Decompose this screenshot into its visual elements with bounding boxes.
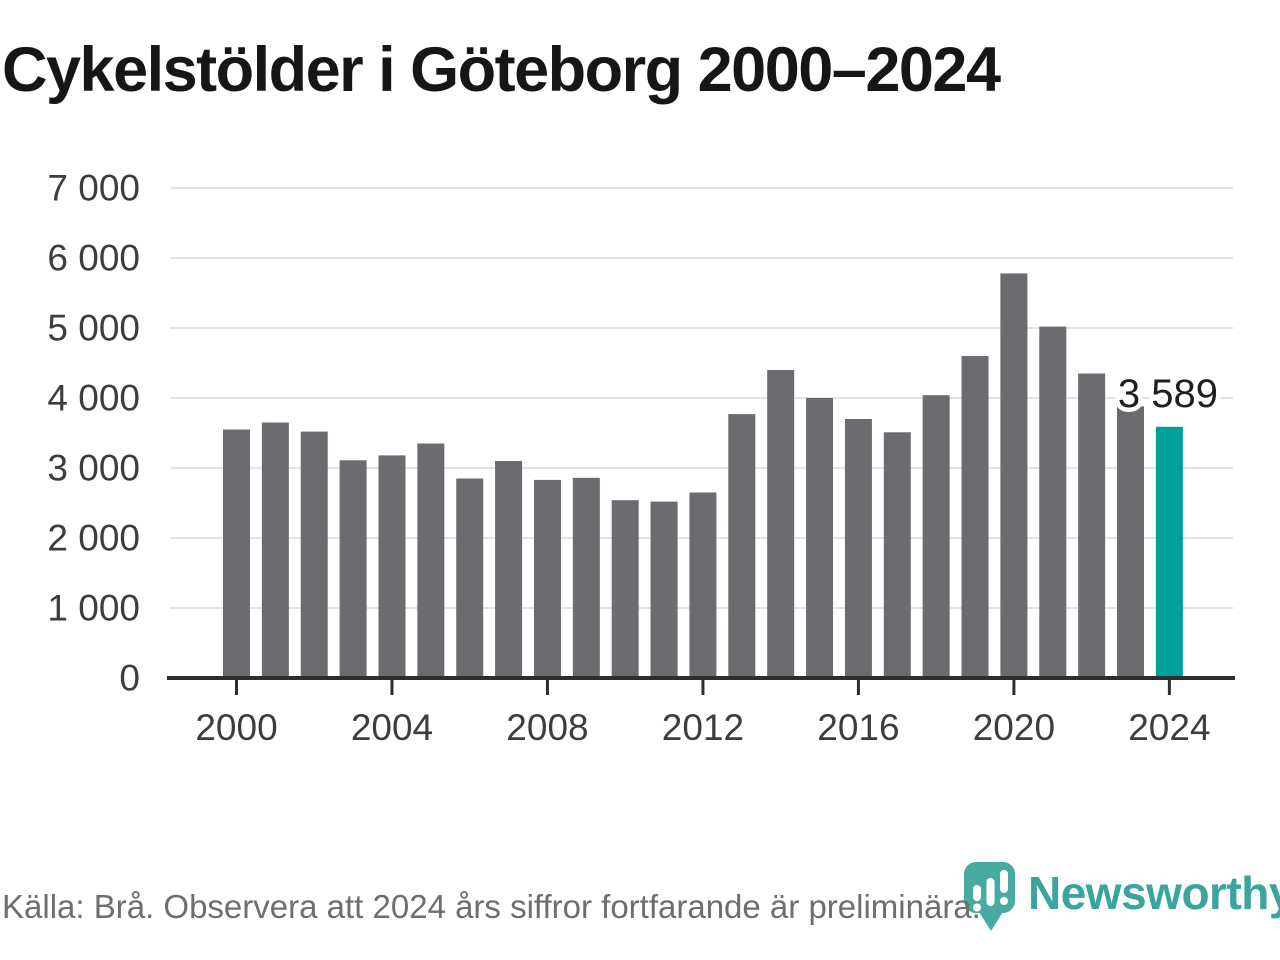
x-tick-label-2004: 2004 — [351, 707, 433, 748]
bar-2006 — [456, 478, 484, 678]
x-tick-label-2024: 2024 — [1128, 707, 1210, 748]
y-tick-label-2000: 2 000 — [47, 518, 140, 559]
y-tick-label-6000: 6 000 — [47, 238, 140, 279]
bar-2017 — [883, 432, 911, 678]
y-tick-label-1000: 1 000 — [47, 588, 140, 629]
value-label-2024: 3 589 — [1118, 372, 1218, 416]
bar-2019 — [961, 356, 989, 678]
y-tick-label-4000: 4 000 — [47, 378, 140, 419]
y-tick-label-3000: 3 000 — [47, 448, 140, 489]
x-tick-label-2012: 2012 — [662, 707, 744, 748]
bar-2018 — [922, 395, 950, 678]
bar-2009 — [572, 477, 600, 678]
bar-2010 — [611, 500, 639, 678]
bar-2015 — [806, 398, 834, 678]
bar-2016 — [844, 419, 872, 678]
bar-2022 — [1078, 373, 1106, 678]
bar-2008 — [533, 479, 561, 678]
chart-title: Cykelstölder i Göteborg 2000–2024 — [2, 35, 1001, 105]
y-tick-label-0: 0 — [119, 658, 140, 699]
x-tick-label-2020: 2020 — [973, 707, 1055, 748]
brand-logo: Newsworthy — [962, 858, 1280, 938]
bar-2024 — [1155, 426, 1183, 678]
brand-wordmark: Newsworthy — [1028, 867, 1280, 919]
bar-2023 — [1117, 406, 1145, 678]
y-tick-label-5000: 5 000 — [47, 308, 140, 349]
bar-2002 — [300, 431, 328, 678]
bar-2005 — [417, 443, 445, 678]
bar-2007 — [495, 461, 523, 678]
bar-2012 — [689, 492, 717, 678]
bar-2011 — [650, 501, 678, 678]
bar-2000 — [223, 429, 250, 678]
bar-2004 — [378, 455, 406, 678]
bar-2013 — [728, 414, 756, 678]
source-note: Källa: Brå. Observera att 2024 års siffr… — [2, 888, 981, 925]
bar-2003 — [339, 460, 367, 678]
bar-chart-pin-icon — [964, 862, 1015, 931]
bar-2020 — [1000, 273, 1028, 678]
bar-2001 — [261, 422, 289, 678]
x-tick-label-2016: 2016 — [817, 707, 899, 748]
x-tick-label-2008: 2008 — [506, 707, 588, 748]
bar-2014 — [767, 370, 795, 678]
x-tick-label-2000: 2000 — [195, 707, 277, 748]
y-tick-label-7000: 7 000 — [47, 168, 140, 209]
bar-2021 — [1039, 326, 1067, 678]
